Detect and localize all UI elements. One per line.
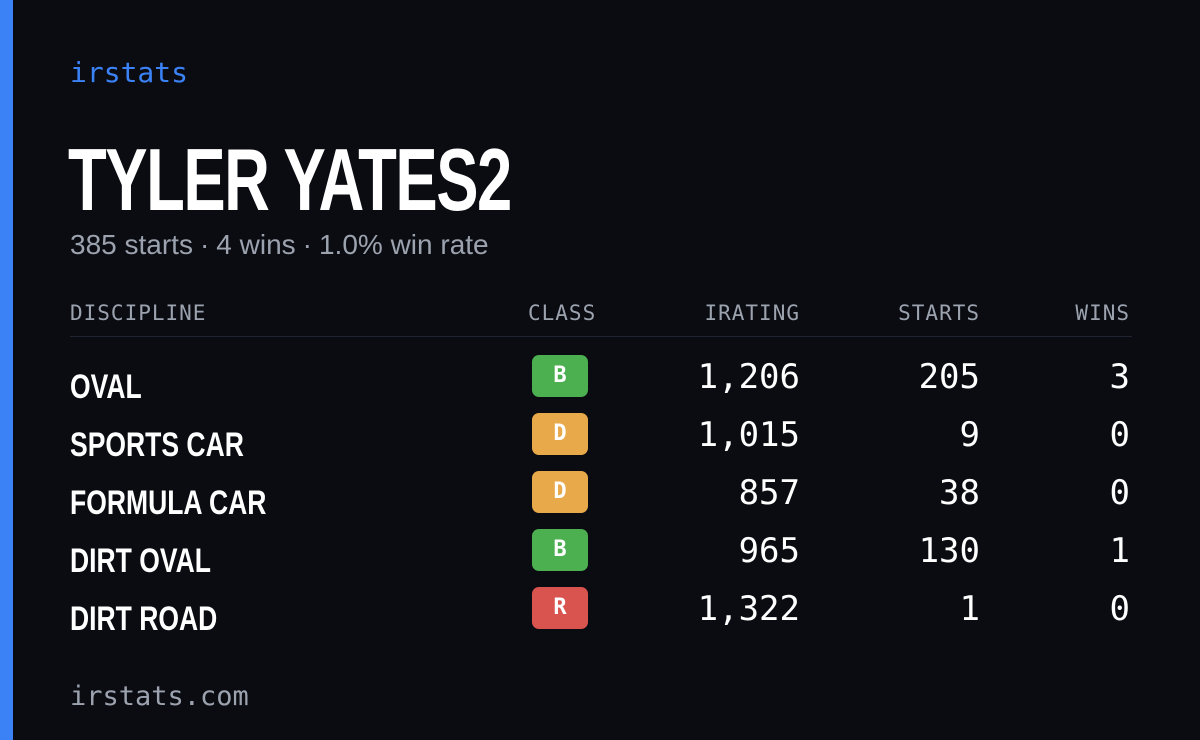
table-header: DISCIPLINE CLASS IRATING STARTS WINS [70, 296, 1132, 337]
table-row: DIRT OVAL B 965 130 1 [70, 525, 1132, 583]
wins-value: 3 [1109, 357, 1130, 397]
table-body: OVAL B 1,206 205 3 SPORTS CAR D 1,015 9 … [70, 351, 1132, 641]
stats-table: DISCIPLINE CLASS IRATING STARTS WINS OVA… [70, 296, 1132, 638]
class-badge: R [532, 587, 588, 629]
wins-value: 0 [1109, 415, 1130, 455]
starts-value: 205 [918, 357, 980, 397]
discipline-name: FORMULA CAR [70, 484, 267, 522]
brand-logo-text: irstats [70, 56, 189, 89]
header-wins: WINS [1075, 301, 1130, 325]
wins-value: 0 [1109, 473, 1130, 513]
starts-value: 130 [918, 531, 980, 571]
driver-name: TYLER YATES2 [68, 130, 512, 229]
header-discipline: DISCIPLINE [70, 301, 207, 325]
wins-summary: 4 wins [216, 229, 296, 260]
irating-value: 857 [738, 473, 800, 513]
summary-separator: · [199, 229, 210, 260]
discipline-name: OVAL [70, 368, 142, 406]
header-irating: IRATING [704, 301, 800, 325]
wins-value: 0 [1109, 589, 1130, 629]
table-row: FORMULA CAR D 857 38 0 [70, 467, 1132, 525]
discipline-name: DIRT ROAD [70, 600, 218, 638]
driver-summary: 385 starts · 4 wins · 1.0% win rate [70, 228, 489, 262]
summary-separator: · [302, 229, 312, 260]
header-starts: STARTS [898, 301, 980, 325]
discipline-name: SPORTS CAR [70, 426, 244, 464]
starts-value: 1 [959, 589, 980, 629]
table-row: OVAL B 1,206 205 3 [70, 351, 1132, 409]
discipline-name: DIRT OVAL [70, 542, 211, 580]
footer-url: irstats.com [70, 681, 249, 712]
class-badge: B [532, 355, 588, 397]
win-rate-summary: 1.0% win rate [318, 229, 489, 260]
class-badge: D [532, 471, 588, 513]
starts-summary: 385 starts [70, 229, 193, 260]
starts-value: 38 [939, 473, 980, 513]
header-class: CLASS [528, 301, 597, 325]
starts-value: 9 [959, 415, 980, 455]
irating-value: 1,206 [697, 357, 800, 397]
irating-value: 965 [738, 531, 800, 571]
irating-value: 1,015 [697, 415, 800, 455]
class-badge: B [532, 529, 588, 571]
irating-value: 1,322 [697, 589, 800, 629]
accent-bar [0, 0, 13, 740]
table-row: SPORTS CAR D 1,015 9 0 [70, 409, 1132, 467]
wins-value: 1 [1109, 531, 1130, 571]
class-badge: D [532, 413, 588, 455]
table-row: DIRT ROAD R 1,322 1 0 [70, 583, 1132, 641]
